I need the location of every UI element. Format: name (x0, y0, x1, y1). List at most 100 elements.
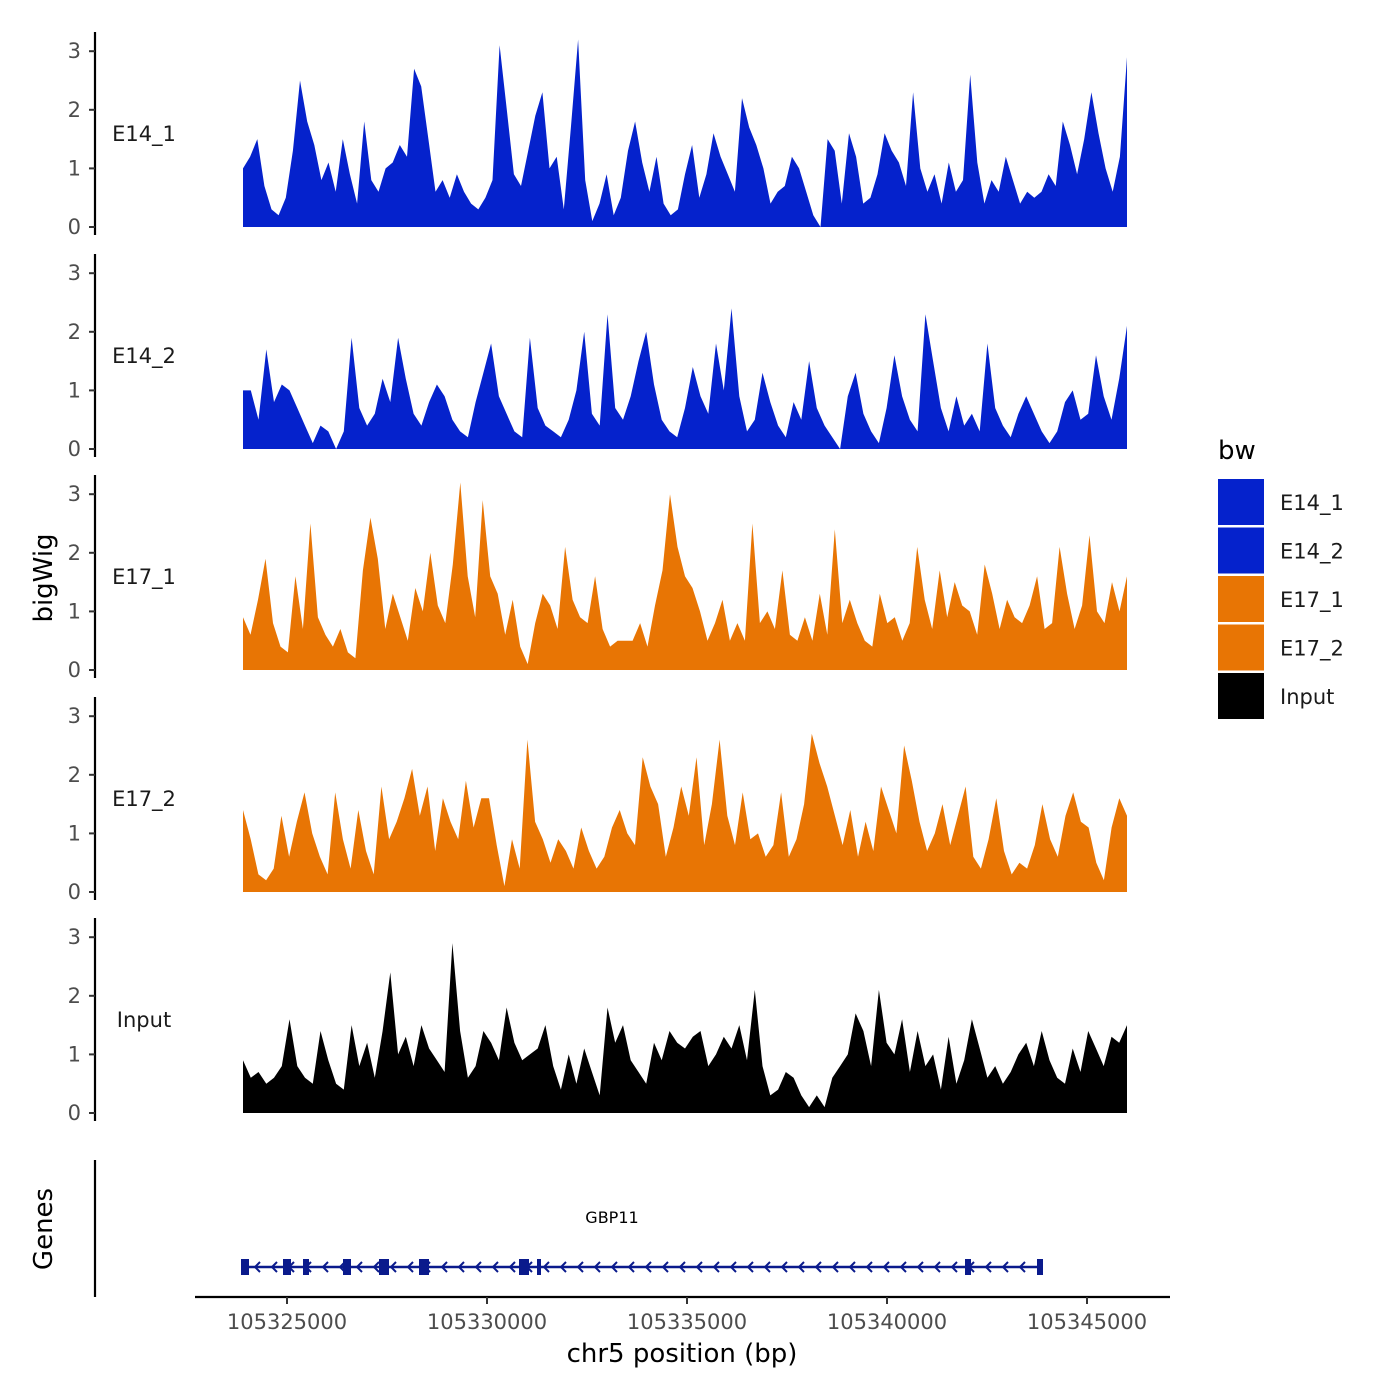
coverage-area-E17_2 (243, 733, 1127, 892)
legend-label-E14_2: E14_2 (1280, 540, 1344, 565)
strand-arrow-21 (610, 1261, 618, 1273)
y-tick-label-E14_2-2: 2 (68, 320, 81, 344)
strand-arrow-41 (950, 1261, 958, 1273)
y-tick-label-Input-1: 1 (68, 1042, 81, 1066)
strand-arrow-23 (644, 1261, 652, 1273)
x-tick-label-105340000: 105340000 (827, 1310, 947, 1334)
y-tick-label-E14_1-1: 1 (68, 156, 81, 180)
strand-arrow-1 (270, 1261, 278, 1273)
track-E17_1: 0 1 2 3 E17_1 (68, 475, 1127, 682)
strand-arrow-0 (253, 1261, 261, 1273)
strand-arrow-45 (1018, 1261, 1026, 1273)
legend-swatch-E17_1 (1218, 576, 1264, 622)
y-tick-label-E14_2-3: 3 (68, 261, 81, 285)
gene-exon-7 (519, 1259, 529, 1275)
strand-arrow-43 (984, 1261, 992, 1273)
gene-exon-6 (419, 1259, 429, 1275)
y-tick-label-E14_1-3: 3 (68, 39, 81, 63)
x-axis-ticks: 105325000 105330000 105335000 105340000 1053… (227, 1297, 1147, 1334)
strand-arrow-4 (321, 1261, 329, 1273)
y-tick-label-E14_2-0: 0 (68, 437, 81, 461)
coverage-area-E17_1 (243, 482, 1127, 670)
strand-arrow-36 (865, 1261, 873, 1273)
strand-arrow-6 (355, 1261, 363, 1273)
gene-exon-1 (241, 1259, 249, 1275)
strand-arrow-13 (474, 1261, 482, 1273)
strand-arrow-37 (882, 1261, 890, 1273)
gene-exon-4 (343, 1259, 351, 1275)
strand-arrow-30 (763, 1261, 771, 1273)
x-tick-label-105330000: 105330000 (427, 1310, 547, 1334)
genes-panel-title: Genes (29, 1188, 59, 1270)
legend-entry-E14_2: E14_2 (1218, 527, 1344, 574)
legend-swatch-E14_1 (1218, 479, 1264, 525)
strand-arrow-19 (576, 1261, 584, 1273)
x-axis-title: chr5 position (bp) (567, 1339, 798, 1369)
y-tick-label-E14_2-1: 1 (68, 378, 81, 402)
x-tick-label-105345000: 105345000 (1027, 1310, 1147, 1334)
strand-arrow-27 (712, 1261, 720, 1273)
track-E17_2: 0 1 2 3 E17_2 (68, 697, 1127, 904)
track-label-E17_2: E17_2 (112, 787, 176, 812)
y-tick-label-E17_2-1: 1 (68, 821, 81, 845)
strand-arrow-14 (491, 1261, 499, 1273)
strand-arrow-15 (508, 1261, 516, 1273)
x-tick-label-105335000: 105335000 (627, 1310, 747, 1334)
gene-models: GBP11 (241, 1208, 1043, 1275)
coverage-area-Input (243, 943, 1127, 1113)
strand-arrow-35 (848, 1261, 856, 1273)
gene-exon-5 (379, 1259, 389, 1275)
legend-entry-Input: Input (1218, 673, 1334, 719)
strand-arrow-17 (542, 1261, 550, 1273)
legend-entry-E17_1: E17_1 (1218, 576, 1344, 622)
strand-arrow-32 (797, 1261, 805, 1273)
x-axis: 105325000 105330000 105335000 105340000 1053… (195, 1295, 1170, 1369)
track-label-E14_1: E14_1 (112, 122, 176, 147)
strand-arrow-38 (899, 1261, 907, 1273)
track-Input: 0 1 2 3 Input (68, 918, 1127, 1125)
strand-arrow-11 (440, 1261, 448, 1273)
gene-exon-10 (1037, 1259, 1043, 1275)
strand-arrow-9 (406, 1261, 414, 1273)
x-tick-label-105325000: 105325000 (227, 1310, 347, 1334)
strand-arrow-31 (780, 1261, 788, 1273)
legend-label-Input: Input (1280, 685, 1334, 709)
strand-arrow-20 (593, 1261, 601, 1273)
y-tick-label-E17_1-0: 0 (68, 658, 81, 682)
strand-arrow-26 (695, 1261, 703, 1273)
strand-arrow-40 (933, 1261, 941, 1273)
y-axis-title: bigWig (29, 533, 59, 622)
y-tick-label-E17_2-0: 0 (68, 880, 81, 904)
strand-arrow-24 (661, 1261, 669, 1273)
track-label-Input: Input (117, 1008, 171, 1032)
gene-exon-2 (283, 1259, 291, 1275)
legend-entry-E14_1: E14_1 (1218, 479, 1344, 525)
legend-entry-E17_2: E17_2 (1218, 624, 1344, 671)
strand-arrow-8 (389, 1261, 397, 1273)
strand-arrow-12 (457, 1261, 465, 1273)
gene-exon-8 (537, 1259, 541, 1275)
track-panels: 0 1 2 3 E14_1 0 1 2 3 E14_2 0 1 2 3 E17_1 0 1 2 3 E17_2 0 1 2 3… (68, 32, 1127, 1125)
y-tick-label-E14_1-0: 0 (68, 215, 81, 239)
strand-arrow-25 (678, 1261, 686, 1273)
gene-label-GBP11: GBP11 (585, 1208, 638, 1227)
legend: bw E14_1 E14_2 E17_1 E17_2 Input (1218, 436, 1344, 719)
gene-exon-9 (965, 1259, 971, 1275)
strand-arrow-29 (746, 1261, 754, 1273)
legend-entries: E14_1 E14_2 E17_1 E17_2 Input (1218, 479, 1344, 719)
y-tick-label-Input-2: 2 (68, 984, 81, 1008)
strand-arrow-28 (729, 1261, 737, 1273)
legend-swatch-Input (1218, 673, 1264, 719)
y-tick-label-E17_1-3: 3 (68, 482, 81, 506)
y-tick-label-E17_1-1: 1 (68, 599, 81, 623)
y-tick-label-E17_2-2: 2 (68, 763, 81, 787)
strand-arrow-22 (627, 1261, 635, 1273)
strand-arrow-18 (559, 1261, 567, 1273)
legend-label-E17_1: E17_1 (1280, 588, 1344, 613)
track-label-E14_2: E14_2 (112, 344, 176, 369)
gene-GBP11: GBP11 (241, 1208, 1043, 1275)
coverage-area-E14_1 (243, 39, 1127, 227)
y-tick-label-E14_1-2: 2 (68, 98, 81, 122)
